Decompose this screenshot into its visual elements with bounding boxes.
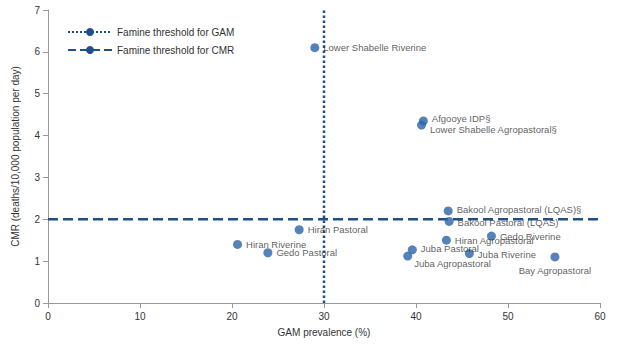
svg-text:Lower Shabelle Agropastoral§: Lower Shabelle Agropastoral§ xyxy=(430,124,557,135)
svg-text:Bakool Pastoral (LQAS): Bakool Pastoral (LQAS) xyxy=(458,217,559,228)
svg-text:2: 2 xyxy=(34,214,40,225)
svg-text:Bay Agropastoral: Bay Agropastoral xyxy=(519,265,591,276)
svg-text:Bakool Agropastoral (LQAS)§: Bakool Agropastoral (LQAS)§ xyxy=(457,204,582,215)
svg-text:1: 1 xyxy=(34,256,40,267)
svg-text:GAM prevalence (%): GAM prevalence (%) xyxy=(278,327,371,338)
svg-text:Juba Agropastoral: Juba Agropastoral xyxy=(414,257,491,269)
svg-text:20: 20 xyxy=(226,311,238,322)
svg-text:60: 60 xyxy=(594,311,606,322)
svg-text:0: 0 xyxy=(45,311,51,322)
svg-text:5: 5 xyxy=(34,88,40,99)
svg-text:Hiran Pastoral: Hiran Pastoral xyxy=(308,224,368,235)
svg-text:0: 0 xyxy=(34,298,40,309)
svg-text:7: 7 xyxy=(34,5,40,16)
svg-text:30: 30 xyxy=(318,311,330,322)
svg-text:40: 40 xyxy=(410,311,422,322)
svg-text:Hiran Riverine: Hiran Riverine xyxy=(246,238,307,250)
svg-text:10: 10 xyxy=(134,311,146,322)
svg-text:Afgooye IDP§: Afgooye IDP§ xyxy=(431,113,491,125)
svg-text:Famine threshold for GAM: Famine threshold for GAM xyxy=(117,27,234,38)
svg-text:4: 4 xyxy=(34,130,40,141)
svg-text:Famine threshold for CMR: Famine threshold for CMR xyxy=(117,45,234,56)
svg-text:Hiran Agropastoral: Hiran Agropastoral xyxy=(454,234,534,246)
svg-text:Gedo Pastoral: Gedo Pastoral xyxy=(276,247,337,258)
svg-text:6: 6 xyxy=(34,46,40,57)
svg-text:Lower Shabelle Riverine: Lower Shabelle Riverine xyxy=(323,42,426,53)
svg-text:Juba Riverine: Juba Riverine xyxy=(478,249,536,260)
svg-text:50: 50 xyxy=(502,311,514,322)
svg-text:CMR (deaths/10,000 population: CMR (deaths/10,000 population per day) xyxy=(10,66,21,247)
svg-text:Juba Pastoral: Juba Pastoral xyxy=(421,243,479,254)
svg-text:3: 3 xyxy=(34,172,40,183)
